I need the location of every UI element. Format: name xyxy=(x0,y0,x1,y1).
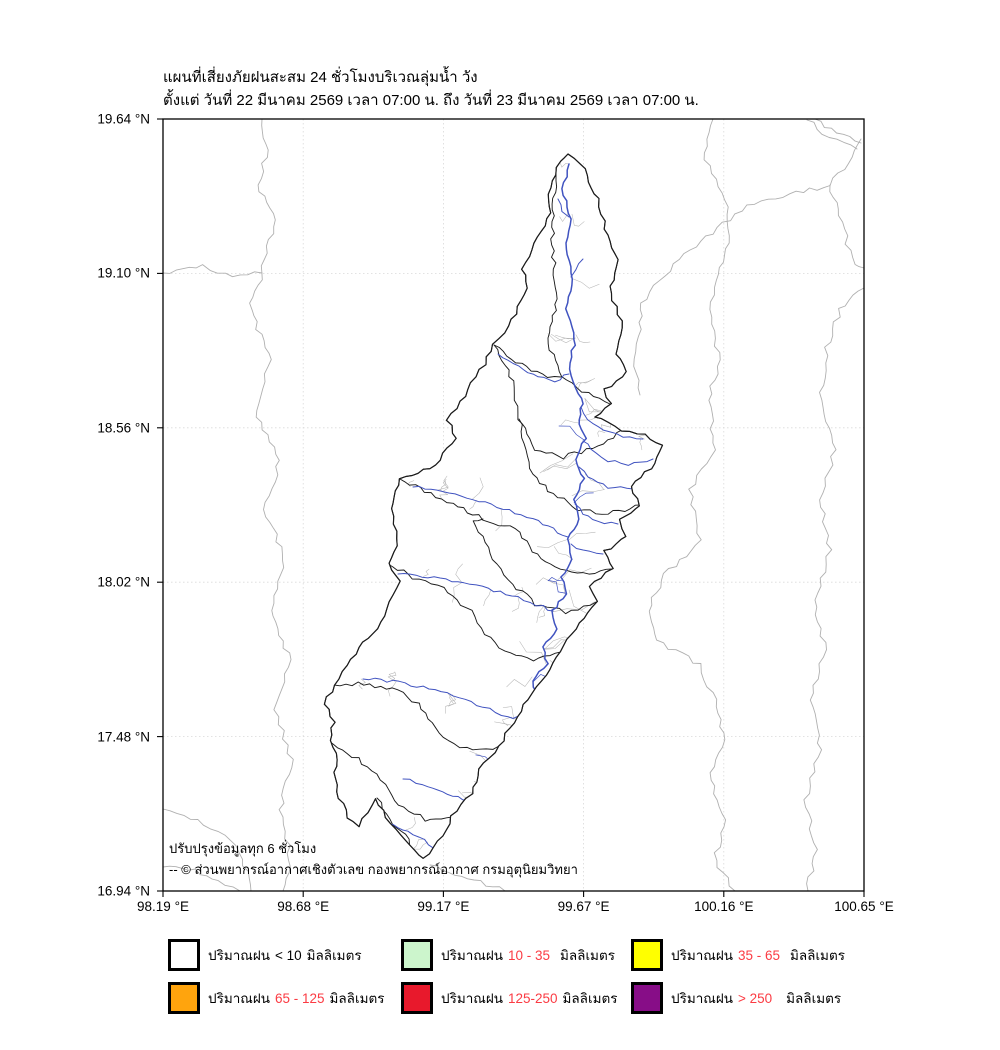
legend-item: ปริมาณฝน 125-250 มิลลิเมตร xyxy=(401,982,618,1014)
y-tick-label: 16.94 °N xyxy=(97,883,150,899)
map-plot-area: ปรับปรุงข้อมูลทุก 6 ชั่วโมง -- © ส่วนพยา… xyxy=(157,118,865,897)
legend-item: ปริมาณฝน > 250 มิลลิเมตร xyxy=(631,982,841,1014)
legend-color-swatch xyxy=(168,982,200,1014)
annotation-source-credit: -- © ส่วนพยากรณ์อากาศเชิงตัวเลข กองพยากร… xyxy=(169,862,578,877)
legend-color-swatch xyxy=(631,982,663,1014)
title-line-1: แผนที่เสี่ยงภัยฝนสะสม 24 ชั่วโมงบริเวณลุ… xyxy=(163,69,478,86)
x-tick-label: 100.16 °E xyxy=(694,899,754,914)
y-tick-label: 19.64 °N xyxy=(97,111,150,127)
figure-title: แผนที่เสี่ยงภัยฝนสะสม 24 ชั่วโมงบริเวณลุ… xyxy=(163,66,699,112)
legend-item: ปริมาณฝน 65 - 125 มิลลิเมตร xyxy=(168,982,385,1014)
title-line-2: ตั้งแต่ วันที่ 22 มีนาคม 2569 เวลา 07:00… xyxy=(163,92,699,109)
legend-label: ปริมาณฝน 35 - 65 มิลลิเมตร xyxy=(671,948,845,963)
legend-item: ปริมาณฝน 35 - 65 มิลลิเมตร xyxy=(631,939,845,971)
y-tick-label: 17.48 °N xyxy=(97,729,150,745)
legend-label: ปริมาณฝน < 10 มิลลิเมตร xyxy=(208,948,362,963)
legend-color-swatch xyxy=(631,939,663,971)
map-annotation: ปรับปรุงข้อมูลทุก 6 ชั่วโมง -- © ส่วนพยา… xyxy=(169,838,578,880)
annotation-update-frequency: ปรับปรุงข้อมูลทุก 6 ชั่วโมง xyxy=(169,841,317,856)
legend-item: ปริมาณฝน < 10 มิลลิเมตร xyxy=(168,939,362,971)
legend-color-swatch xyxy=(401,939,433,971)
legend-label: ปริมาณฝน 10 - 35 มิลลิเมตร xyxy=(441,948,615,963)
basin-map-canvas xyxy=(157,118,865,897)
legend-color-swatch xyxy=(168,939,200,971)
x-tick-label: 98.68 °E xyxy=(277,899,330,914)
legend-item: ปริมาณฝน 10 - 35 มิลลิเมตร xyxy=(401,939,615,971)
y-tick-label: 18.02 °N xyxy=(97,574,150,590)
legend-label: ปริมาณฝน 65 - 125 มิลลิเมตร xyxy=(208,991,385,1006)
y-tick-label: 18.56 °N xyxy=(97,420,150,436)
legend-label: ปริมาณฝน > 250 มิลลิเมตร xyxy=(671,991,842,1006)
x-tick-label: 99.17 °E xyxy=(417,899,470,914)
legend-color-swatch xyxy=(401,982,433,1014)
x-tick-label: 98.19 °E xyxy=(137,899,189,914)
y-tick-label: 19.10 °N xyxy=(97,265,150,281)
x-tick-label: 99.67 °E xyxy=(557,899,610,914)
legend-label: ปริมาณฝน 125-250 มิลลิเมตร xyxy=(441,991,618,1006)
x-tick-label: 100.65 °E xyxy=(834,899,894,914)
